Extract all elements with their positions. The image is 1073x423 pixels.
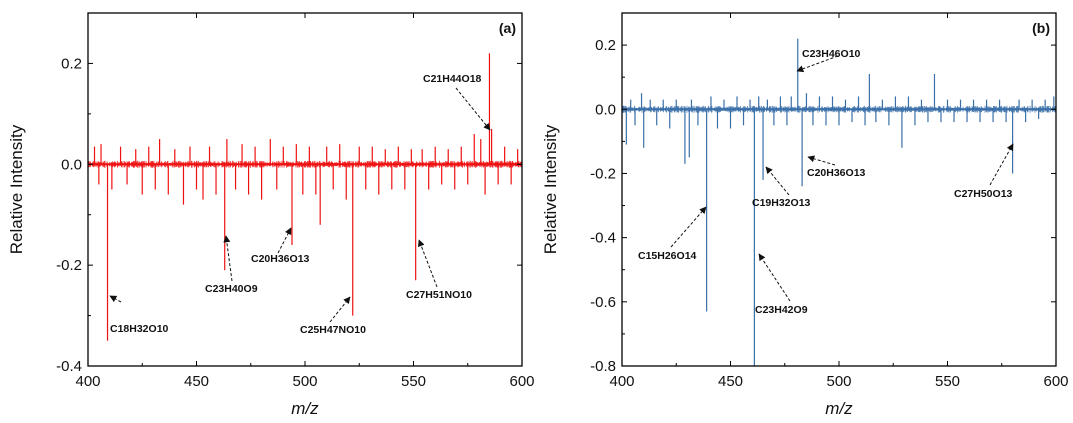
annotation-arrow [417, 239, 438, 288]
peak-annotation: C20H36O13 [807, 167, 866, 179]
peak-annotation: C27H51NO10 [406, 289, 472, 301]
peak-annotation: C19H32O13 [752, 197, 811, 209]
x-tick-label: 600 [509, 373, 534, 390]
x-tick-label: 550 [935, 373, 960, 390]
annotation-arrow [989, 143, 1014, 186]
annotation-arrow [109, 295, 122, 303]
annotation-arrow [223, 235, 233, 282]
annotation-arrow [670, 206, 707, 248]
peak-annotation: C21H44O18 [423, 73, 482, 85]
annotation-arrow [455, 87, 491, 131]
x-axis-title: m/z [825, 399, 853, 418]
plot-frame [87, 12, 523, 367]
peak-annotation: C18H32O10 [110, 323, 169, 335]
annotation-arrow [807, 155, 836, 166]
x-axis-title: m/z [291, 399, 319, 418]
y-tick-label: -0.6 [590, 294, 616, 311]
peak-annotation: C23H46O10 [802, 48, 861, 60]
peak-annotation: C20H36O13 [251, 253, 310, 265]
y-tick-label: -0.2 [590, 165, 616, 182]
panel-label: (b) [1032, 20, 1050, 36]
y-tick-label: -0.4 [56, 358, 82, 375]
annotation-arrow [329, 296, 351, 323]
x-tick-label: 450 [718, 373, 743, 390]
annotation-arrow [765, 166, 790, 196]
peak-annotation: C23H42O9 [755, 304, 808, 316]
x-tick-label: 600 [1043, 373, 1068, 390]
x-tick-label: 450 [184, 373, 209, 390]
annotation-arrow [796, 55, 839, 73]
x-tick-label: 400 [75, 373, 100, 390]
y-tick-label: -0.8 [590, 358, 616, 375]
x-tick-label: 550 [401, 373, 426, 390]
x-tick-label: 500 [292, 373, 317, 390]
x-tick-label: 500 [826, 373, 851, 390]
peak-annotation: C15H26O14 [638, 250, 697, 262]
y-tick-label: 0.0 [61, 156, 82, 173]
y-tick-label: 0.2 [61, 55, 82, 72]
y-tick-label: 0.2 [595, 37, 616, 54]
annotation-arrow [758, 253, 791, 302]
annotation-arrow [277, 227, 292, 254]
y-tick-label: -0.4 [590, 230, 616, 247]
peak-annotation: C27H50O13 [954, 188, 1013, 200]
panel-label: (a) [499, 20, 516, 36]
x-tick-label: 400 [609, 373, 634, 390]
panel-a: 400 450 500 550 600 -0.4 -0.2 0.0 0.2 m/z Relative… [7, 12, 535, 418]
y-axis-title: Relative Intensity [541, 124, 560, 254]
peak-annotation: C23H40O9 [205, 283, 258, 295]
panel-b: 400 450 500 550 600 -0.8 -0.6 -0.4 -0.2 0.0 0.2 m/z… [541, 12, 1069, 418]
peak-annotation: C25H47NO10 [300, 324, 366, 336]
y-axis-title: Relative Intensity [7, 124, 26, 254]
y-tick-label: -0.2 [56, 257, 82, 274]
y-tick-label: 0.0 [595, 101, 616, 118]
